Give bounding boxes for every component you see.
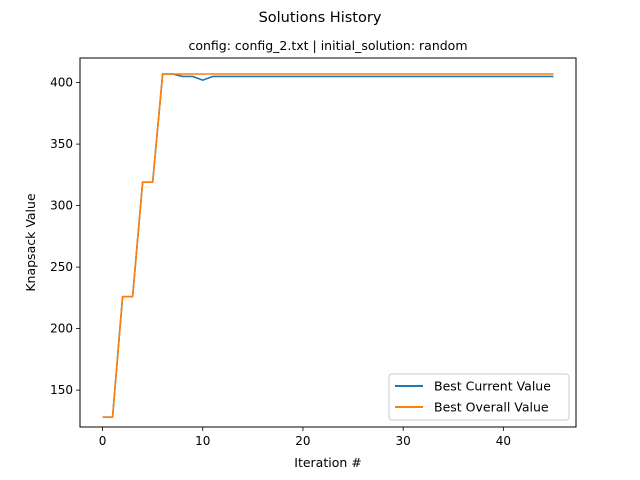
series-line-best-current-value [102,73,554,418]
legend: Best Current Value Best Overall Value [388,373,570,421]
x-tick-label: 0 [99,434,107,448]
y-axis-label: Knapsack Value [23,193,38,292]
y-tick-label: 150 [50,383,73,397]
chart-title: Solutions History [259,10,382,26]
chart-subtitle: config: config_2.txt | initial_solution:… [188,38,467,53]
legend-box [388,373,570,421]
legend-label-best-overall-value: Best Overall Value [434,400,549,415]
y-tick-label: 300 [50,199,73,213]
series-line-best-overall-value [102,73,554,418]
x-axis-label: Iteration # [294,455,361,470]
series-layer [102,73,554,418]
legend-label-best-current-value: Best Current Value [434,379,551,394]
y-tick-label: 250 [50,260,73,274]
y-tick-label: 350 [50,137,73,151]
x-tick-label: 10 [195,434,210,448]
x-tick-label: 30 [396,434,411,448]
x-tick-label: 40 [496,434,511,448]
ticks-layer: 0 10 20 30 40 150 200 250 300 350 400 [50,76,511,448]
plot-frame [79,57,577,428]
x-tick-label: 20 [295,434,310,448]
y-tick-label: 200 [50,322,73,336]
y-tick-label: 400 [50,76,73,90]
